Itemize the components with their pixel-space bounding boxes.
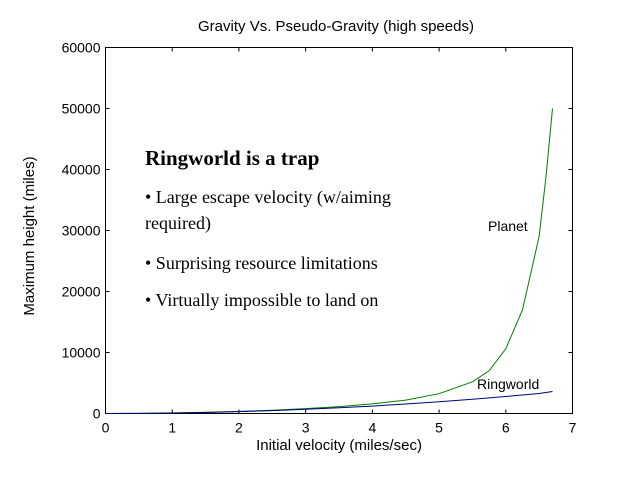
y-tick-label: 40000 (62, 162, 101, 178)
y-tick-label: 50000 (62, 101, 101, 117)
series-label-planet: Planet (488, 218, 528, 234)
y-tick-label: 60000 (62, 40, 101, 56)
series-layer (105, 108, 553, 414)
x-tick-label: 5 (435, 420, 443, 436)
annotation-item-2: • Surprising resource limitations (145, 253, 378, 273)
x-axis-label: Initial velocity (miles/sec) (256, 437, 422, 454)
x-axis: 0 1 2 3 4 5 6 7 (102, 47, 577, 436)
series-line-ringworld (105, 391, 553, 414)
annotation-box: Ringworld is a trap • Large escape veloc… (145, 146, 391, 310)
y-tick-label: 20000 (62, 284, 101, 300)
chart-title: Gravity Vs. Pseudo-Gravity (high speeds) (198, 18, 474, 35)
x-tick-label: 2 (235, 420, 243, 436)
annotation-item-3: • Virtually impossible to land on (145, 290, 378, 310)
y-axis-label: Maximum height (miles) (21, 156, 38, 315)
y-tick-label: 10000 (62, 345, 101, 361)
y-tick-label: 0 (93, 406, 101, 422)
annotation-heading: Ringworld is a trap (145, 146, 319, 170)
x-tick-label: 3 (302, 420, 310, 436)
y-axis: 0 10000 20000 30000 40000 50000 60000 (62, 40, 573, 422)
y-tick-label: 30000 (62, 223, 101, 239)
series-label-ringworld: Ringworld (477, 376, 539, 392)
x-tick-label: 1 (168, 420, 176, 436)
x-tick-label: 7 (569, 420, 577, 436)
x-tick-label: 4 (368, 420, 376, 436)
x-tick-label: 6 (502, 420, 510, 436)
annotation-item-1-line-2: required) (145, 213, 211, 234)
x-tick-label: 0 (102, 420, 110, 436)
annotation-item-1-line-1: • Large escape velocity (w/aiming (145, 187, 391, 208)
